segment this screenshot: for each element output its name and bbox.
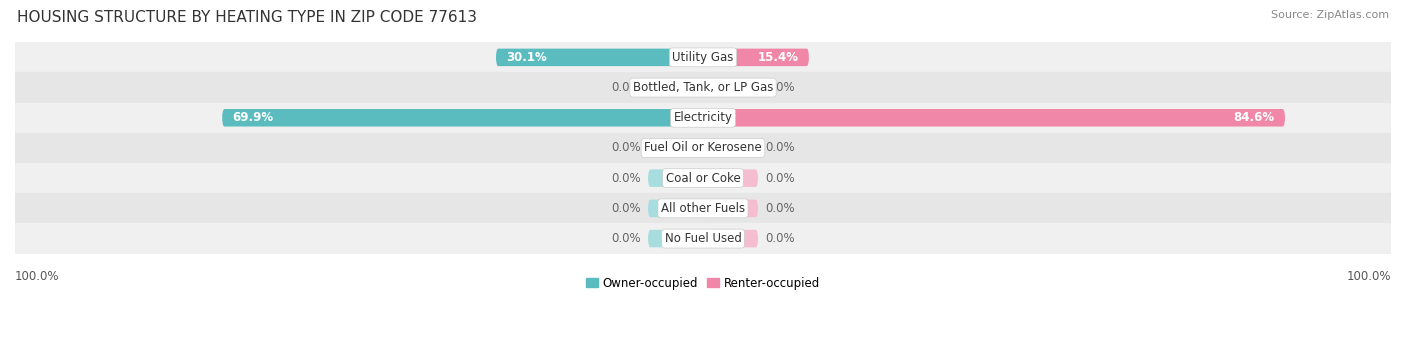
Text: Electricity: Electricity (673, 111, 733, 124)
Bar (15, 223, 1391, 254)
FancyBboxPatch shape (496, 49, 703, 66)
Text: 30.1%: 30.1% (506, 51, 547, 64)
FancyBboxPatch shape (703, 109, 1285, 127)
Text: Utility Gas: Utility Gas (672, 51, 734, 64)
FancyBboxPatch shape (703, 49, 808, 66)
FancyBboxPatch shape (648, 139, 703, 157)
Bar (15, 103, 1391, 133)
Text: 0.0%: 0.0% (612, 202, 641, 215)
Text: 0.0%: 0.0% (612, 142, 641, 154)
Bar (15, 73, 1391, 103)
Text: 0.0%: 0.0% (612, 232, 641, 245)
Text: 100.0%: 100.0% (1347, 270, 1391, 283)
FancyBboxPatch shape (703, 139, 758, 157)
FancyBboxPatch shape (648, 79, 703, 97)
Text: 0.0%: 0.0% (765, 81, 794, 94)
Text: 0.0%: 0.0% (765, 232, 794, 245)
Text: 0.0%: 0.0% (765, 202, 794, 215)
FancyBboxPatch shape (648, 169, 703, 187)
Text: 69.9%: 69.9% (232, 111, 274, 124)
Text: Bottled, Tank, or LP Gas: Bottled, Tank, or LP Gas (633, 81, 773, 94)
Text: Fuel Oil or Kerosene: Fuel Oil or Kerosene (644, 142, 762, 154)
Text: 100.0%: 100.0% (15, 270, 59, 283)
Text: 0.0%: 0.0% (612, 81, 641, 94)
Text: 0.0%: 0.0% (765, 142, 794, 154)
FancyBboxPatch shape (648, 230, 703, 247)
Text: Coal or Coke: Coal or Coke (665, 172, 741, 185)
Bar (15, 193, 1391, 223)
Text: 0.0%: 0.0% (765, 172, 794, 185)
Text: All other Fuels: All other Fuels (661, 202, 745, 215)
Text: Source: ZipAtlas.com: Source: ZipAtlas.com (1271, 10, 1389, 20)
Text: 15.4%: 15.4% (758, 51, 799, 64)
FancyBboxPatch shape (648, 199, 703, 217)
Bar (15, 133, 1391, 163)
Text: HOUSING STRUCTURE BY HEATING TYPE IN ZIP CODE 77613: HOUSING STRUCTURE BY HEATING TYPE IN ZIP… (17, 10, 477, 25)
Bar (15, 42, 1391, 73)
FancyBboxPatch shape (703, 230, 758, 247)
Text: No Fuel Used: No Fuel Used (665, 232, 741, 245)
Bar (15, 163, 1391, 193)
Text: 84.6%: 84.6% (1233, 111, 1275, 124)
FancyBboxPatch shape (222, 109, 703, 127)
Legend: Owner-occupied, Renter-occupied: Owner-occupied, Renter-occupied (581, 272, 825, 294)
FancyBboxPatch shape (703, 199, 758, 217)
FancyBboxPatch shape (703, 169, 758, 187)
Text: 0.0%: 0.0% (612, 172, 641, 185)
FancyBboxPatch shape (703, 79, 758, 97)
